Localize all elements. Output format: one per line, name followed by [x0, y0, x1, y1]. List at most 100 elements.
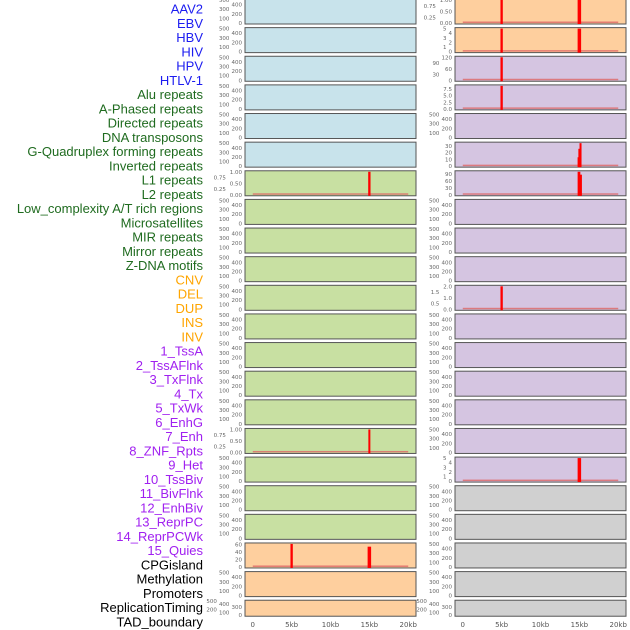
y-tick-label: 100: [429, 274, 440, 280]
y-tick-label: 300: [429, 494, 440, 500]
track-label: Z-DNA motifs: [126, 258, 204, 273]
track-background: [454, 0, 627, 25]
y-tick-label: 1: [443, 45, 447, 51]
y-tick-label: 300: [232, 605, 243, 611]
y-tick-label: 200: [232, 413, 243, 419]
x-tick-label: 5kb: [285, 621, 299, 629]
y-tick-label: 400: [442, 489, 453, 495]
y-tick-label: 400: [442, 375, 453, 381]
baseline: [462, 78, 619, 81]
track-background: [454, 571, 627, 598]
y-tick-label: 0: [239, 508, 243, 514]
track-label: 10_TssBiv: [144, 472, 204, 487]
y-tick-label: 400: [232, 318, 243, 324]
signal-bar: [577, 458, 582, 483]
y-tick-label: 5: [443, 456, 447, 462]
track-background: [244, 284, 417, 311]
track-background: [244, 227, 417, 254]
y-tick-label: 0: [239, 279, 243, 285]
y-tick-label: 7.5: [443, 87, 452, 93]
y-tick-label: 500: [429, 370, 440, 376]
y-tick-label: 1.0: [443, 296, 452, 302]
track-background: [244, 313, 417, 340]
y-tick-label: 0: [239, 250, 243, 256]
y-tick-label: 100: [429, 245, 440, 251]
y-tick-label: 0: [239, 594, 243, 600]
y-tick-label: 500: [219, 227, 230, 233]
y-tick-label: 0.50: [230, 181, 243, 187]
track-background: [454, 485, 627, 512]
signal-bar: [579, 174, 582, 196]
y-tick-label: 0: [449, 164, 453, 170]
y-tick-label: 100: [219, 610, 230, 616]
y-tick-label: 400: [232, 60, 243, 66]
track-label: 7_Enh: [165, 429, 203, 444]
y-tick-label: 0.0: [443, 107, 452, 113]
track-label: DUP: [176, 301, 203, 316]
y-tick-label: 400: [232, 260, 243, 266]
track-background: [454, 313, 627, 340]
y-tick-label: 0: [239, 365, 243, 371]
track-label: 3_TxFlnk: [150, 372, 204, 387]
baseline: [462, 50, 619, 52]
x-tick-label: 20kb: [610, 621, 628, 629]
track-label: 6_EnhG: [155, 415, 203, 430]
y-tick-label: 200: [232, 126, 243, 132]
y-tick-label: 1: [443, 474, 447, 480]
y-tick-label: 0: [449, 221, 453, 227]
y-tick-label: 100: [219, 303, 230, 309]
y-tick-label: 100: [429, 560, 440, 566]
y-tick-label: 200: [442, 327, 453, 333]
track-background: [454, 542, 627, 569]
y-tick-label: 100: [429, 532, 440, 538]
x-tick-label: 10kb: [322, 621, 340, 629]
y-tick-label: 90: [432, 61, 439, 67]
y-tick-label: 0.50: [230, 439, 243, 445]
track-label: INV: [181, 329, 203, 344]
y-tick-label: 0.25: [214, 187, 227, 193]
y-tick-label: 1.00: [440, 0, 453, 4]
y-tick-label: 500: [429, 342, 440, 348]
track-label: CPGisland: [141, 557, 203, 572]
y-tick-label: 300: [429, 208, 440, 214]
track-label: 14_ReprPCWk: [116, 529, 203, 544]
track-background: [454, 55, 627, 82]
y-tick-label: 500: [429, 427, 440, 433]
track-label: Mirror repeats: [122, 244, 203, 259]
track-background: [454, 170, 627, 197]
y-tick-label: 200: [232, 69, 243, 75]
y-tick-label: 20: [235, 558, 242, 564]
y-tick-label: 500: [219, 284, 230, 290]
signal-bar: [500, 0, 503, 24]
signal-bar: [577, 28, 582, 53]
y-tick-label: 0: [449, 508, 453, 514]
y-tick-label: 30: [445, 186, 452, 192]
panel-right: 0.000.250.500.751.0001234503060901200.02…: [416, 0, 627, 629]
signal-bar: [500, 286, 503, 311]
y-tick-label: 200: [232, 269, 243, 275]
y-tick-label: 0: [239, 336, 243, 342]
track-label: Microsatellites: [121, 215, 204, 230]
y-tick-label: 200: [232, 384, 243, 390]
y-tick-label: 0.00: [230, 450, 243, 456]
y-tick-label: 2.5: [443, 100, 452, 106]
y-tick-label: 0: [449, 279, 453, 285]
y-tick-label: 200: [232, 98, 243, 104]
track-label: 13_ReprPC: [135, 515, 203, 530]
signal-bar: [579, 143, 582, 168]
track-label: 2_TssAFlnk: [136, 358, 204, 373]
y-tick-label: 400: [232, 346, 243, 352]
y-tick-label: 30: [432, 73, 439, 79]
y-tick-label: 0: [239, 21, 243, 27]
y-tick-label: 120: [442, 55, 453, 61]
y-tick-label: 300: [219, 7, 230, 13]
